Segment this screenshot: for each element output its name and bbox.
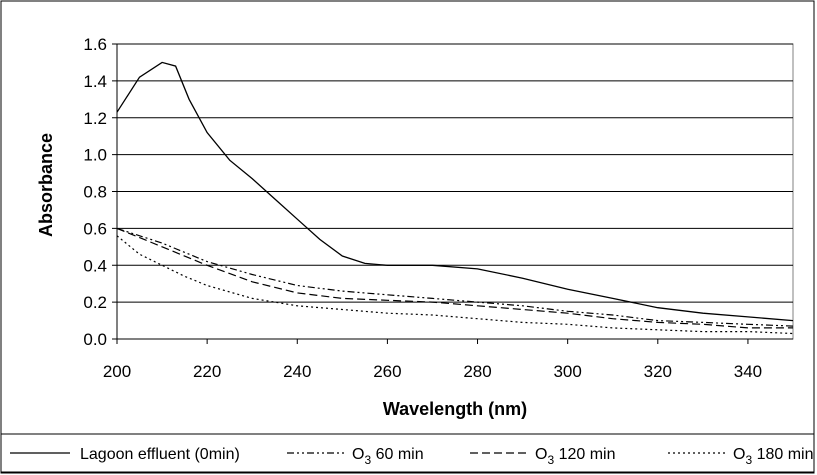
x-tick-label: 200	[103, 362, 131, 381]
y-tick-label: 1.0	[83, 146, 107, 165]
y-axis-title: Absorbance	[36, 133, 56, 237]
x-tick-label: 320	[644, 362, 672, 381]
x-tick-labels: 200 220 240 260 280 300 320 340	[103, 362, 762, 381]
x-tick-label: 240	[283, 362, 311, 381]
x-axis-title: Wavelength (nm)	[383, 399, 527, 419]
y-tick-label: 0.8	[83, 183, 107, 202]
legend-label-2: O3 60 min	[352, 446, 424, 467]
y-tick-label: 0.0	[83, 330, 107, 349]
x-tick-label: 340	[734, 362, 762, 381]
x-tick-label: 280	[463, 362, 491, 381]
gridlines	[117, 43, 793, 303]
legend: Lagoon effluent (0min) O3 60 min O3 120 mi…	[0, 433, 815, 473]
y-tick-label: 1.6	[83, 35, 107, 54]
y-tick-label: 0.4	[83, 256, 107, 275]
x-tick-label: 300	[553, 362, 581, 381]
series-lines	[116, 61, 794, 335]
series-line-1	[116, 61, 794, 322]
series-line-3	[116, 227, 793, 329]
y-tick-label: 0.6	[83, 219, 107, 238]
legend-label-1: Lagoon effluent (0min)	[80, 446, 240, 463]
legend-label-4: O3 180 min	[733, 446, 814, 467]
x-tick-label: 260	[373, 362, 401, 381]
x-tick-label: 220	[193, 362, 221, 381]
y-tick-labels: 0.0 0.2 0.4 0.6 0.8 1.0 1.2 1.4 1.6	[83, 35, 107, 349]
y-tick-label: 1.4	[83, 72, 107, 91]
axes	[112, 43, 793, 344]
series-line-4	[116, 235, 794, 335]
legend-label-3: O3 120 min	[535, 446, 616, 467]
y-tick-label: 0.2	[83, 293, 107, 312]
y-tick-label: 1.2	[83, 109, 107, 128]
